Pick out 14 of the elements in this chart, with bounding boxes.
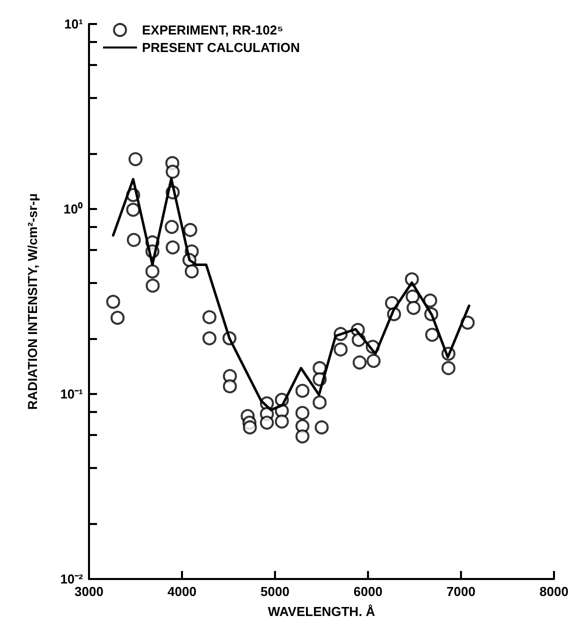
y-tick-label: 10⁻² xyxy=(60,572,84,586)
x-tick-label: 8000 xyxy=(540,584,568,599)
legend-label: PRESENT CALCULATION xyxy=(142,40,300,55)
y-tick-label: 10⁻¹ xyxy=(60,386,83,402)
x-axis-title: WAVELENGTH. Å xyxy=(268,604,376,619)
y-axis-title: RADIATION INTENSITY, W/cm²-sr-μ xyxy=(25,193,40,410)
y-tick-label: 10⁰ xyxy=(64,202,83,216)
x-tick-label: 6000 xyxy=(354,584,382,599)
x-tick-label: 7000 xyxy=(446,584,476,599)
y-tick-label: 10¹ xyxy=(64,16,83,32)
x-tick-label: 5000 xyxy=(260,584,290,599)
x-tick-label: 3000 xyxy=(74,584,104,599)
x-tick-label: 4000 xyxy=(168,584,196,599)
legend-label: EXPERIMENT, RR-102⁵ xyxy=(142,22,284,38)
